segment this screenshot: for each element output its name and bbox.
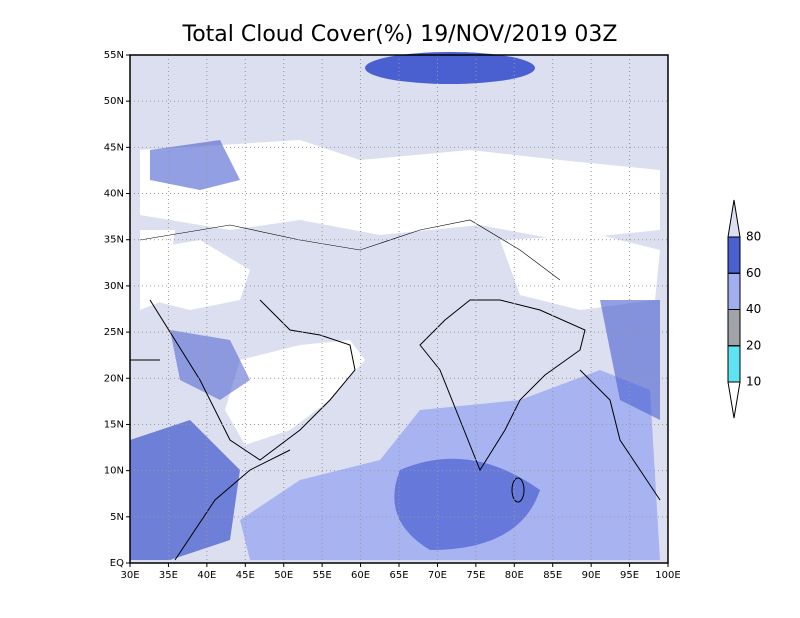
x-tick-label: 65E bbox=[389, 570, 408, 581]
colorbar-label: 20 bbox=[746, 338, 761, 352]
coastline bbox=[511, 477, 525, 503]
colorbar-label: 60 bbox=[746, 266, 761, 280]
clear-area bbox=[140, 140, 660, 240]
x-tick-label: 60E bbox=[351, 570, 370, 581]
coastline bbox=[149, 299, 356, 461]
clear-area bbox=[140, 230, 175, 310]
chart-title: Total Cloud Cover(%) 19/NOV/2019 03Z bbox=[182, 22, 618, 47]
colorbar-segment bbox=[727, 236, 741, 274]
y-tick-label: 30N bbox=[104, 281, 124, 292]
x-tick-label: 30E bbox=[120, 570, 139, 581]
cloud-patch bbox=[170, 330, 250, 400]
x-tick-label: 75E bbox=[466, 570, 485, 581]
cloud-patch bbox=[130, 420, 240, 560]
clear-area bbox=[225, 340, 365, 445]
x-tick-label: 35E bbox=[159, 570, 178, 581]
x-tick-label: 100E bbox=[655, 570, 680, 581]
y-tick-label: 55N bbox=[104, 50, 124, 61]
x-tick-label: 80E bbox=[505, 570, 524, 581]
x-tick-label: 95E bbox=[620, 570, 639, 581]
x-tick-label: 40E bbox=[197, 570, 216, 581]
y-tick-label: 35N bbox=[104, 235, 124, 246]
y-tick-label: 40N bbox=[104, 189, 124, 200]
coastline bbox=[130, 359, 291, 561]
x-tick-label: 45E bbox=[236, 570, 255, 581]
x-tick-label: 85E bbox=[543, 570, 562, 581]
x-tick-label: 50E bbox=[274, 570, 293, 581]
colorbar-end bbox=[727, 199, 741, 238]
cloud-patch bbox=[150, 140, 240, 190]
colorbar-segment bbox=[727, 309, 741, 347]
colorbar-segment bbox=[727, 272, 741, 310]
colorbar-label: 40 bbox=[746, 302, 761, 316]
x-tick-label: 90E bbox=[582, 570, 601, 581]
cloud-patch bbox=[365, 52, 535, 84]
coastline bbox=[419, 299, 586, 472]
x-tick-label: 55E bbox=[313, 570, 332, 581]
y-tick-label: 25N bbox=[104, 327, 124, 338]
map-frame bbox=[129, 54, 669, 564]
colorbar-label: 10 bbox=[746, 375, 761, 389]
coastline bbox=[579, 369, 661, 501]
y-tick-label: 50N bbox=[104, 96, 124, 107]
y-tick-label: 5N bbox=[110, 512, 124, 523]
colorbar-segment bbox=[727, 345, 741, 383]
y-tick-label: 20N bbox=[104, 373, 124, 384]
x-tick-label: 70E bbox=[428, 570, 447, 581]
y-tick-label: 10N bbox=[104, 466, 124, 477]
y-tick-label: EQ bbox=[110, 558, 124, 569]
y-tick-label: 15N bbox=[104, 419, 124, 430]
cloud-patch bbox=[394, 458, 540, 550]
colorbar-label: 80 bbox=[746, 230, 761, 244]
colorbar-end bbox=[727, 381, 741, 419]
y-tick-label: 45N bbox=[104, 142, 124, 153]
clear-area bbox=[500, 235, 660, 310]
